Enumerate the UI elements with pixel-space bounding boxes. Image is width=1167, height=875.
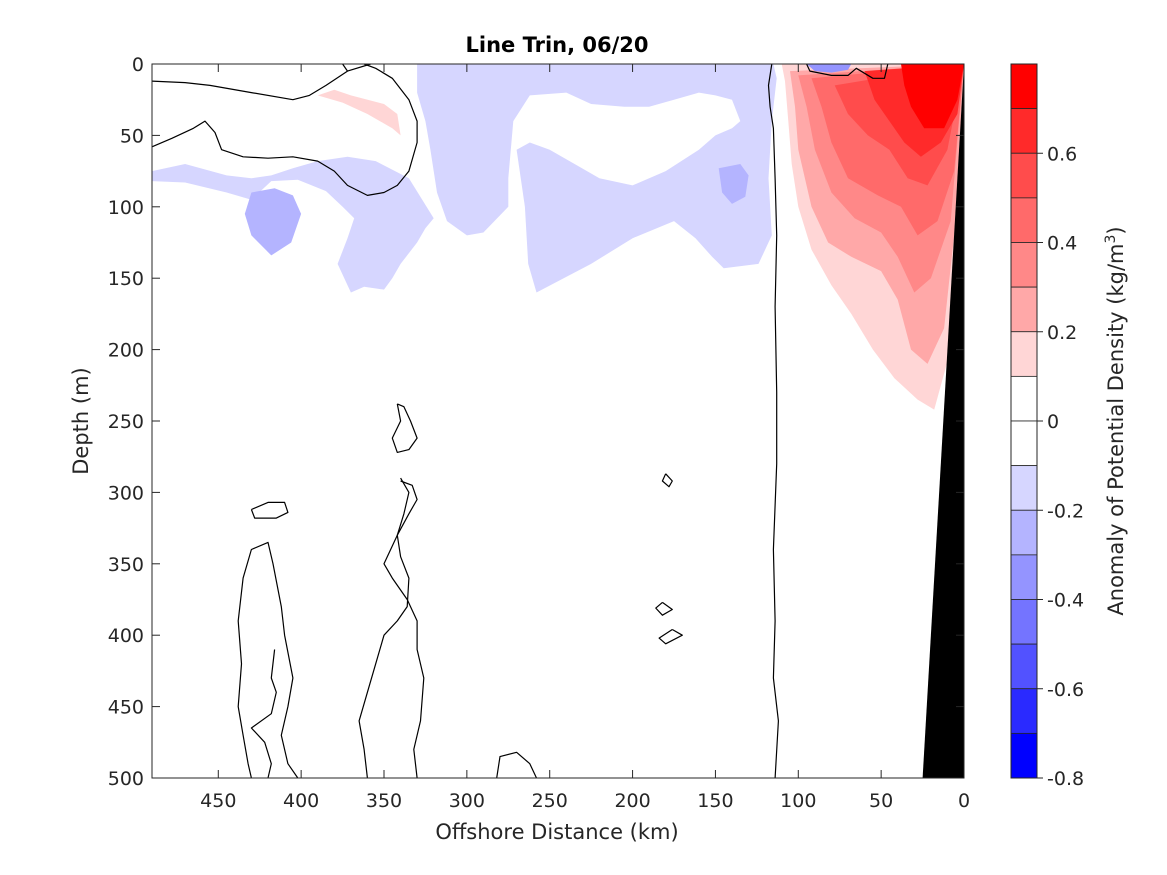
y-tick-label: 400 <box>108 625 144 647</box>
contour-zero-contour-upper-b <box>151 63 418 196</box>
colorbar-label: Anomaly of Potential Density (kg/m3) <box>1103 226 1128 615</box>
y-tick-label: 0 <box>132 54 144 76</box>
colorbar-tick-label: -0.6 <box>1047 679 1084 701</box>
colorbar-level <box>1010 152 1038 199</box>
x-tick-label: 150 <box>697 790 733 812</box>
contour-deep-contour-left-a <box>237 541 299 779</box>
contour-deep-contour-right-small-c <box>658 628 683 645</box>
x-axis-label: Offshore Distance (km) <box>435 820 678 844</box>
contour-deep-contour-mid-b <box>383 480 425 779</box>
colorbar-level <box>1010 197 1038 243</box>
colorbar-tick-label: 0.4 <box>1047 233 1077 255</box>
x-tick-label: 350 <box>366 790 402 812</box>
y-tick-label: 150 <box>108 268 144 290</box>
contour-deep-contour-right-small-a <box>661 473 673 488</box>
region-negative-anomaly-middle <box>417 64 777 293</box>
y-axis-ticks: 0 50 100 150 200 250 300 350 400 450 500 <box>108 54 964 790</box>
colorbar-ticks: 0.6 0.4 0.2 0 -0.2 -0.4 -0.6 -0.8 <box>1037 143 1084 790</box>
contour-deep-contour-left-b <box>250 649 277 779</box>
colorbar: 0.6 0.4 0.2 0 -0.2 -0.4 -0.6 -0.8 Anomaly of Po… <box>1010 63 1128 790</box>
contour-deep-contour-right-small-b <box>655 601 673 616</box>
contour-deep-contour-mid-a <box>358 477 410 779</box>
region-negative-anomaly-surface-spot <box>806 64 852 73</box>
colorbar-level <box>1010 688 1038 734</box>
colorbar-level <box>1010 108 1038 154</box>
colorbar-level <box>1010 63 1038 110</box>
x-tick-label: 0 <box>958 790 970 812</box>
contour-deep-contour-mid-c <box>391 403 418 453</box>
colorbar-level <box>1010 375 1038 422</box>
y-axis-label: Depth (m) <box>69 367 93 474</box>
colorbar-label-end: ) <box>1104 226 1128 234</box>
region-positive-anomaly-nearshore-core <box>901 64 964 129</box>
y-tick-label: 100 <box>108 197 144 219</box>
colorbar-tick-label: 0 <box>1047 411 1059 433</box>
x-tick-label: 50 <box>869 790 893 812</box>
bathymetry-layer <box>922 64 964 778</box>
region-negative-anomaly-core-right <box>718 164 749 204</box>
colorbar-tick-label: 0.2 <box>1047 322 1077 344</box>
colorbar-level <box>1010 242 1038 288</box>
y-tick-label: 250 <box>108 411 144 433</box>
y-tick-label: 350 <box>108 554 144 576</box>
contour-surface-negative-contour <box>806 63 889 79</box>
colorbar-tick-label: -0.4 <box>1047 590 1084 612</box>
colorbar-level <box>1010 509 1038 556</box>
y-tick-label: 50 <box>120 125 144 147</box>
plot-area: 450 400 350 300 250 200 150 100 50 0 050100150200… <box>108 54 970 812</box>
y-tick-label: 200 <box>108 340 144 362</box>
contour-deep-contour-small-loop <box>250 501 289 519</box>
chart-title: Line Trin, 06/20 <box>465 33 648 57</box>
region-negative-anomaly-left-core <box>244 188 302 256</box>
x-tick-label: 250 <box>532 790 568 812</box>
contour-zero-contour-upper-a <box>151 63 371 101</box>
x-tick-label: 100 <box>780 790 816 812</box>
anomaly-regions <box>152 64 964 410</box>
contour-zero-contour-near-coast <box>767 63 780 779</box>
x-tick-label: 400 <box>283 790 319 812</box>
colorbar-level <box>1010 599 1038 645</box>
y-tick-label: 300 <box>108 482 144 504</box>
colorbar-level <box>1010 420 1038 467</box>
y-tick-label: 450 <box>108 697 144 719</box>
colorbar-level <box>1010 554 1038 600</box>
colorbar-level <box>1010 331 1038 377</box>
region-negative-anomaly-left <box>152 156 434 293</box>
x-tick-label: 200 <box>614 790 650 812</box>
y-tick-label: 500 <box>108 768 144 790</box>
colorbar-level <box>1010 286 1038 333</box>
x-axis-ticks: 450 400 350 300 250 200 150 100 50 0 <box>200 64 970 812</box>
colorbar-label-main: Anomaly of Potential Density (kg/m <box>1104 244 1128 616</box>
contour-lines <box>151 63 889 779</box>
contour-deep-contour-bottom-bump <box>496 751 538 779</box>
region-positive-anomaly-small <box>317 89 401 136</box>
colorbar-level <box>1010 643 1038 690</box>
colorbar-tick-label: -0.2 <box>1047 500 1084 522</box>
x-tick-label: 300 <box>449 790 485 812</box>
bathymetry-bottom <box>922 64 964 778</box>
x-tick-label: 450 <box>200 790 236 812</box>
colorbar-level <box>1010 465 1038 511</box>
colorbar-label-sup: 3 <box>1103 235 1119 244</box>
contour-zero-contour-upper-c <box>342 63 348 72</box>
colorbar-levels <box>1010 63 1038 779</box>
colorbar-tick-label: 0.6 <box>1047 143 1077 165</box>
colorbar-level <box>1010 732 1038 779</box>
colorbar-tick-label: -0.8 <box>1047 768 1084 790</box>
